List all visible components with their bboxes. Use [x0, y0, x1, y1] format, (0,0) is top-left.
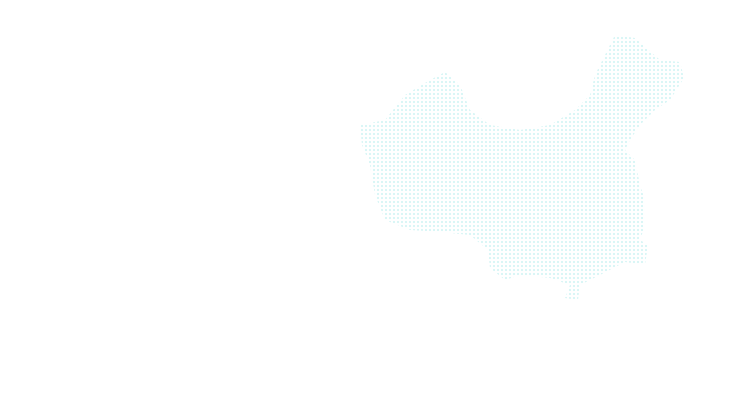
dotted-country-shape — [360, 35, 684, 300]
